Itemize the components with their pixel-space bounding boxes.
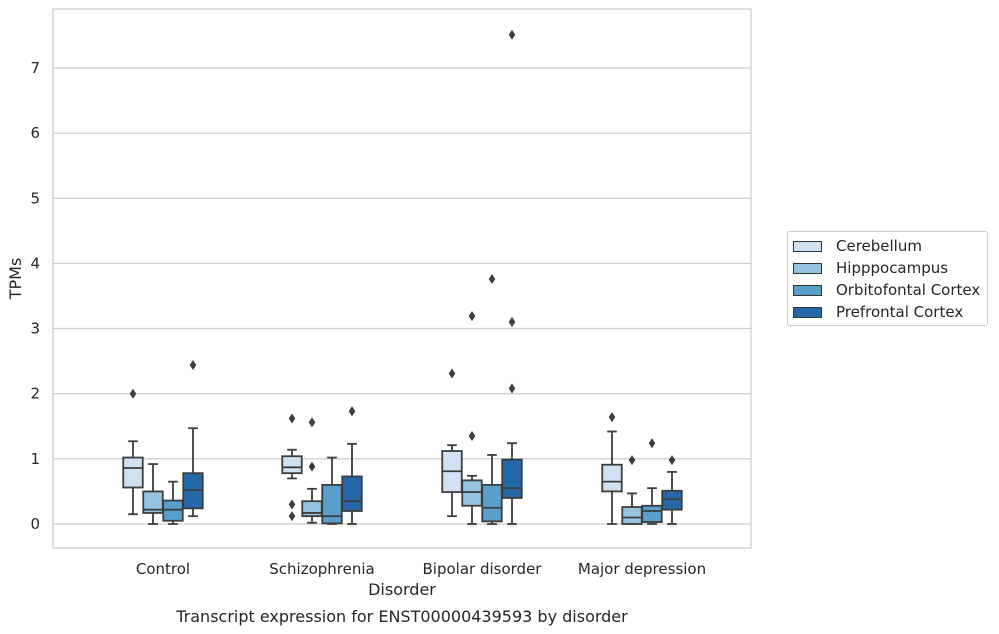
box-iqr bbox=[481, 484, 503, 523]
outlier-point bbox=[129, 388, 137, 399]
x-tick-label: Bipolar disorder bbox=[423, 560, 543, 578]
y-tick-label: 3 bbox=[30, 320, 40, 338]
outlier-point bbox=[508, 317, 516, 328]
outlier-point bbox=[448, 368, 456, 379]
legend-swatch bbox=[793, 306, 822, 318]
box-iqr bbox=[321, 484, 343, 525]
box-mark bbox=[281, 413, 303, 522]
legend-swatch bbox=[793, 284, 822, 296]
x-tick-labels: Control Schizophrenia Bipolar disorder Majo… bbox=[136, 560, 706, 578]
box-mark bbox=[182, 360, 204, 518]
y-tick-label: 2 bbox=[30, 385, 40, 403]
outlier-point bbox=[348, 406, 356, 417]
outlier-point bbox=[308, 417, 316, 428]
outlier-point bbox=[468, 311, 476, 322]
x-tick-label: Schizophrenia bbox=[269, 560, 374, 578]
plot-area-frame bbox=[52, 8, 752, 549]
box-mark bbox=[321, 456, 343, 525]
y-tick-labels: 0 1 2 3 4 5 6 7 bbox=[30, 59, 40, 533]
x-axis-label: Disorder bbox=[368, 580, 436, 599]
outlier-point bbox=[508, 29, 516, 40]
box-mark bbox=[501, 29, 523, 525]
box-mark bbox=[301, 417, 323, 524]
legend-swatch bbox=[793, 262, 822, 274]
box-iqr bbox=[341, 475, 363, 512]
box-mark bbox=[122, 388, 144, 516]
outlier-point bbox=[508, 383, 516, 394]
box-series bbox=[122, 29, 683, 525]
box-iqr bbox=[641, 504, 663, 523]
box-iqr bbox=[301, 500, 323, 518]
box-iqr bbox=[281, 455, 303, 475]
box-iqr bbox=[461, 479, 483, 507]
box-mark bbox=[142, 463, 164, 525]
y-tick-label: 0 bbox=[30, 515, 40, 533]
y-tick-label: 6 bbox=[30, 124, 40, 142]
box-iqr bbox=[621, 506, 643, 525]
box-mark bbox=[481, 274, 503, 525]
legend-item: Hipppocampus bbox=[793, 258, 948, 278]
y-tick-label: 1 bbox=[30, 450, 40, 468]
outlier-point bbox=[468, 431, 476, 442]
y-tick-label: 5 bbox=[30, 189, 40, 207]
box-iqr bbox=[601, 463, 623, 493]
outlier-point bbox=[668, 455, 676, 466]
legend-label: Cerebellum bbox=[836, 237, 922, 255]
y-tick-label: 7 bbox=[30, 59, 40, 77]
x-tick-label: Control bbox=[136, 560, 190, 578]
box-iqr bbox=[122, 456, 144, 489]
box-mark bbox=[441, 368, 463, 518]
outlier-point bbox=[648, 438, 656, 449]
legend-label: Prefrontal Cortex bbox=[836, 303, 964, 321]
box-mark bbox=[601, 412, 623, 525]
legend-item: Orbitofontal Cortex bbox=[793, 280, 980, 300]
box-mark bbox=[461, 311, 483, 525]
outlier-point bbox=[488, 274, 496, 285]
outlier-point bbox=[288, 499, 296, 510]
outlier-point bbox=[628, 455, 636, 466]
box-mark bbox=[341, 406, 363, 525]
gridlines bbox=[53, 67, 751, 525]
legend-label: Hipppocampus bbox=[836, 259, 949, 277]
box-iqr bbox=[162, 499, 184, 522]
legend-item: Cerebellum bbox=[793, 236, 922, 256]
outlier-point bbox=[288, 511, 296, 522]
legend-item: Prefrontal Cortex bbox=[793, 302, 963, 322]
box-mark bbox=[621, 455, 643, 525]
y-tick-label: 4 bbox=[30, 254, 40, 272]
y-axis-label: TPMs bbox=[6, 258, 25, 301]
box-iqr bbox=[501, 458, 523, 499]
legend-swatch bbox=[793, 240, 822, 252]
legend-label: Orbitofontal Cortex bbox=[836, 281, 981, 299]
legend: Cerebellum Hipppocampus Orbitofontal Cor… bbox=[787, 231, 988, 326]
box-mark bbox=[641, 438, 663, 525]
x-tick-label: Major depression bbox=[578, 560, 706, 578]
outlier-point bbox=[189, 360, 197, 371]
chart-title: Transcript expression for ENST0000043959… bbox=[175, 607, 628, 626]
outlier-point bbox=[608, 412, 616, 423]
outlier-point bbox=[308, 461, 316, 472]
box-iqr bbox=[661, 489, 683, 511]
box-mark bbox=[162, 480, 184, 525]
outlier-point bbox=[288, 413, 296, 424]
box-mark bbox=[661, 455, 683, 525]
